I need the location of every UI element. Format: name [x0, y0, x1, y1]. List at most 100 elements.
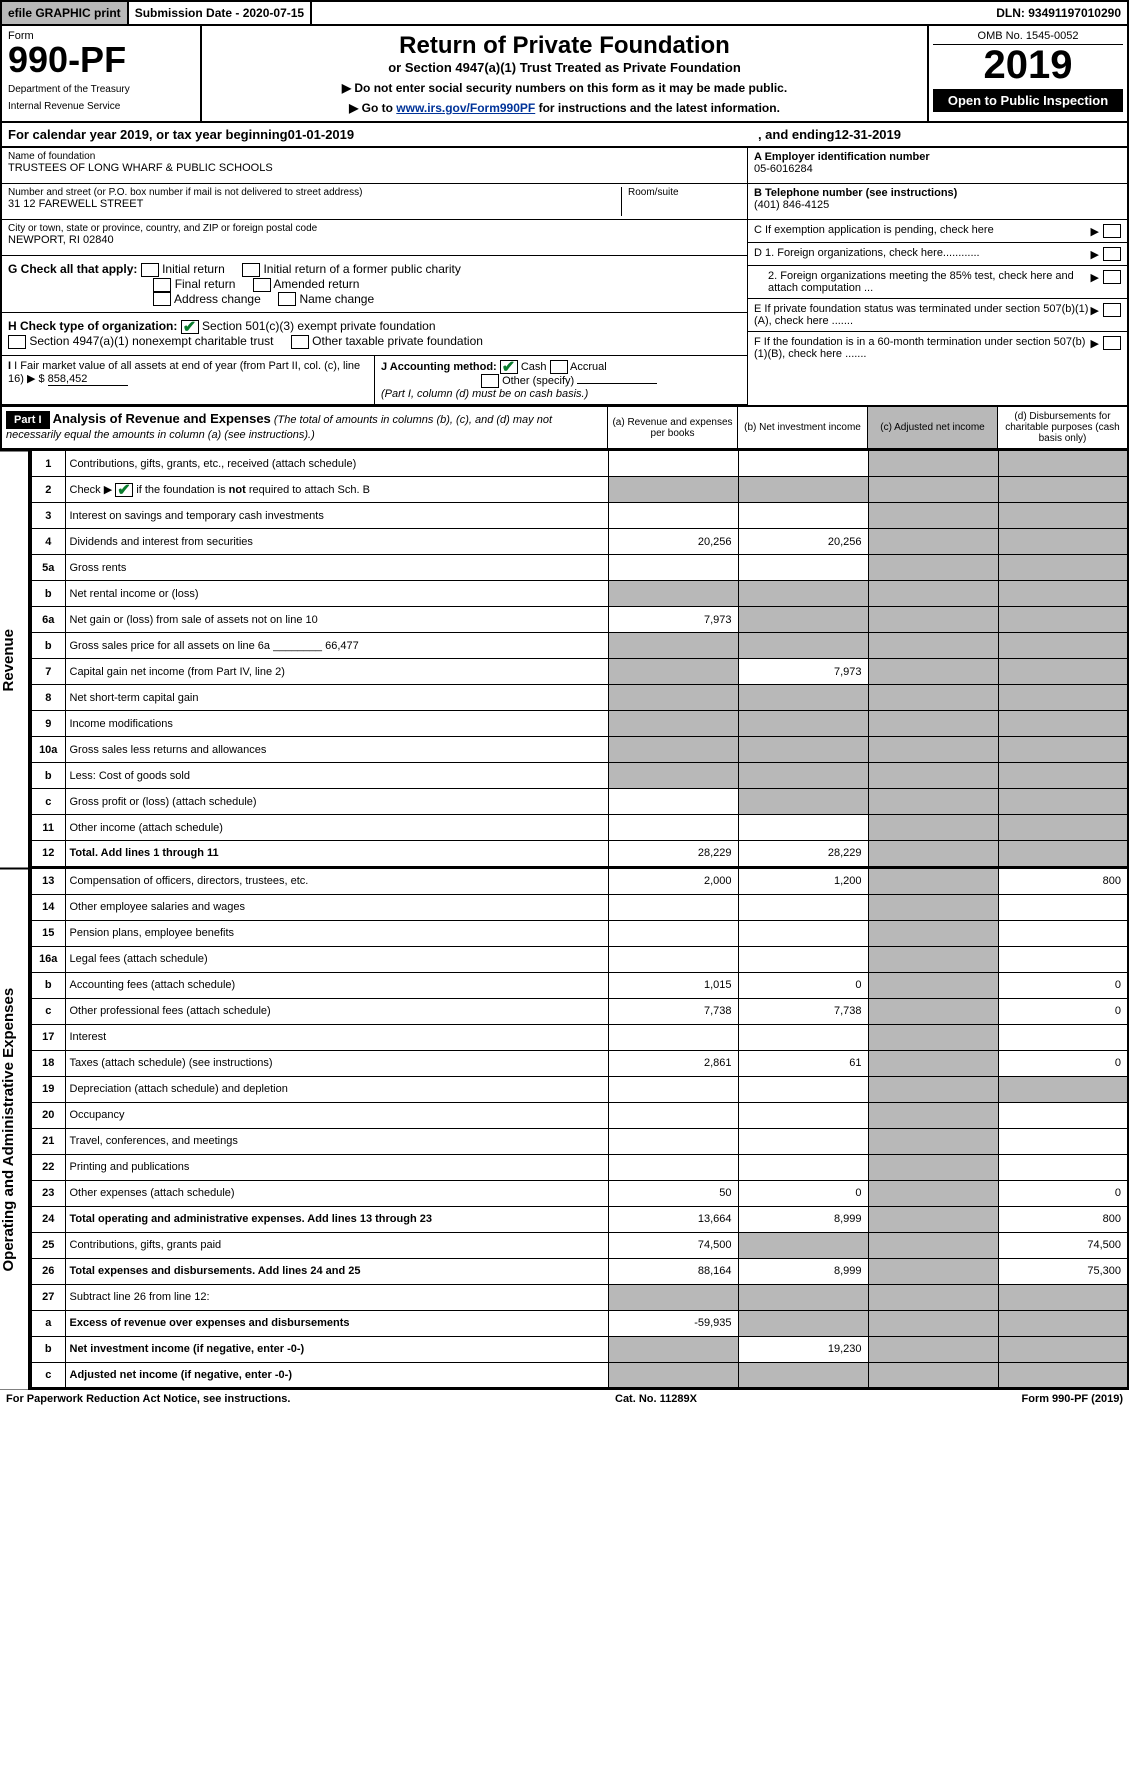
col-d-value [998, 1024, 1128, 1050]
line-desc: Gross rents [65, 555, 608, 581]
rev-row-1: 1Contributions, gifts, grants, etc., rec… [31, 451, 1128, 477]
exp-row-16a: 16aLegal fees (attach schedule) [31, 946, 1128, 972]
col-a-value [608, 1336, 738, 1362]
line-number: 24 [31, 1206, 65, 1232]
exemption-pending-checkbox[interactable] [1103, 224, 1121, 238]
submission-date: Submission Date - 2020-07-15 [129, 2, 312, 24]
line-number: 16a [31, 946, 65, 972]
col-b-value [738, 1076, 868, 1102]
efile-print-button[interactable]: efile GRAPHIC print [2, 2, 129, 24]
line-number: c [31, 998, 65, 1024]
line-number: 23 [31, 1180, 65, 1206]
line-desc: Occupancy [65, 1102, 608, 1128]
col-c-value [868, 555, 998, 581]
col-a-value [608, 1362, 738, 1388]
col-d-value [998, 789, 1128, 815]
col-d-value: 0 [998, 972, 1128, 998]
irs-link[interactable]: www.irs.gov/Form990PF [396, 101, 535, 115]
col-a-value: 50 [608, 1180, 738, 1206]
rev-row-c: cGross profit or (loss) (attach schedule… [31, 789, 1128, 815]
col-b-value [738, 1232, 868, 1258]
col-a-value [608, 555, 738, 581]
goto-post: for instructions and the latest informat… [535, 101, 780, 115]
cash-checkbox[interactable] [500, 360, 518, 374]
line-desc: Depreciation (attach schedule) and deple… [65, 1076, 608, 1102]
col-d-value [998, 503, 1128, 529]
line-number: 1 [31, 451, 65, 477]
ssn-warning: ▶ Do not enter social security numbers o… [208, 81, 921, 95]
f-label: F If the foundation is in a 60-month ter… [754, 336, 1091, 360]
col-d-value: 74,500 [998, 1232, 1128, 1258]
col-a-value [608, 711, 738, 737]
60-month-checkbox[interactable] [1103, 336, 1121, 350]
col-a-value: 7,738 [608, 998, 738, 1024]
rev-row-3: 3Interest on savings and temporary cash … [31, 503, 1128, 529]
4947a1-checkbox[interactable] [8, 335, 26, 349]
dept-treasury: Department of the Treasury [8, 84, 194, 95]
other-method-checkbox[interactable] [481, 374, 499, 388]
foreign-85-checkbox[interactable] [1103, 270, 1121, 284]
city-value: NEWPORT, RI 02840 [8, 234, 741, 246]
cal-begin: 01-01-2019 [288, 127, 355, 142]
line-desc: Legal fees (attach schedule) [65, 946, 608, 972]
line-desc: Less: Cost of goods sold [65, 763, 608, 789]
g-opt-2: Final return [175, 277, 236, 291]
col-b-value: 20,256 [738, 529, 868, 555]
col-b-value [738, 946, 868, 972]
col-d-value [998, 659, 1128, 685]
line-desc: Taxes (attach schedule) (see instruction… [65, 1050, 608, 1076]
501c3-checkbox[interactable] [181, 320, 199, 334]
rev-row-8: 8Net short-term capital gain [31, 685, 1128, 711]
exp-row-13: 13Compensation of officers, directors, t… [31, 868, 1128, 894]
col-c-value [868, 711, 998, 737]
cal-prefix: For calendar year 2019, or tax year begi… [8, 127, 288, 142]
col-d-value [998, 1284, 1128, 1310]
col-d-value: 800 [998, 868, 1128, 894]
g-opt-5: Name change [299, 292, 374, 306]
line-desc: Gross sales price for all assets on line… [65, 633, 608, 659]
col-a-value: 88,164 [608, 1258, 738, 1284]
initial-former-checkbox[interactable] [242, 263, 260, 277]
exp-row-23: 23Other expenses (attach schedule)5000 [31, 1180, 1128, 1206]
col-a-value [608, 685, 738, 711]
col-c-value [868, 998, 998, 1024]
col-d-value: 75,300 [998, 1258, 1128, 1284]
line-number: 6a [31, 607, 65, 633]
footer-left: For Paperwork Reduction Act Notice, see … [6, 1393, 290, 1405]
col-c-value [868, 972, 998, 998]
line-number: 9 [31, 711, 65, 737]
col-c-value [868, 685, 998, 711]
foreign-org-checkbox[interactable] [1103, 247, 1121, 261]
status-terminated-checkbox[interactable] [1103, 303, 1121, 317]
col-a-value [608, 633, 738, 659]
initial-return-checkbox[interactable] [141, 263, 159, 277]
foundation-name: TRUSTEES OF LONG WHARF & PUBLIC SCHOOLS [8, 162, 741, 174]
expenses-label: Operating and Administrative Expenses [0, 868, 30, 1390]
name-change-checkbox[interactable] [278, 292, 296, 306]
address-change-checkbox[interactable] [153, 292, 171, 306]
amended-return-checkbox[interactable] [253, 278, 271, 292]
sch-b-checkbox[interactable] [115, 483, 133, 497]
d1-label: D 1. Foreign organizations, check here..… [754, 247, 980, 259]
col-a-value [608, 737, 738, 763]
col-c-value [868, 607, 998, 633]
col-d-value [998, 815, 1128, 841]
rev-row-12: 12Total. Add lines 1 through 1128,22928,… [31, 841, 1128, 867]
line-number: 15 [31, 920, 65, 946]
line-number: 17 [31, 1024, 65, 1050]
col-c-value [868, 1076, 998, 1102]
accrual-checkbox[interactable] [550, 360, 568, 374]
line-number: 5a [31, 555, 65, 581]
other-taxable-checkbox[interactable] [291, 335, 309, 349]
line-desc: Dividends and interest from securities [65, 529, 608, 555]
line-number: b [31, 1336, 65, 1362]
final-return-checkbox[interactable] [153, 278, 171, 292]
rev-row-4: 4Dividends and interest from securities2… [31, 529, 1128, 555]
info-grid: Name of foundation TRUSTEES OF LONG WHAR… [0, 148, 1129, 407]
col-c-value [868, 1232, 998, 1258]
line-number: 19 [31, 1076, 65, 1102]
city-label: City or town, state or province, country… [8, 223, 741, 234]
col-c-value [868, 841, 998, 867]
revenue-section: Revenue 1Contributions, gifts, grants, e… [0, 450, 1129, 868]
part1-title-cell: Part I Analysis of Revenue and Expenses … [2, 407, 607, 448]
